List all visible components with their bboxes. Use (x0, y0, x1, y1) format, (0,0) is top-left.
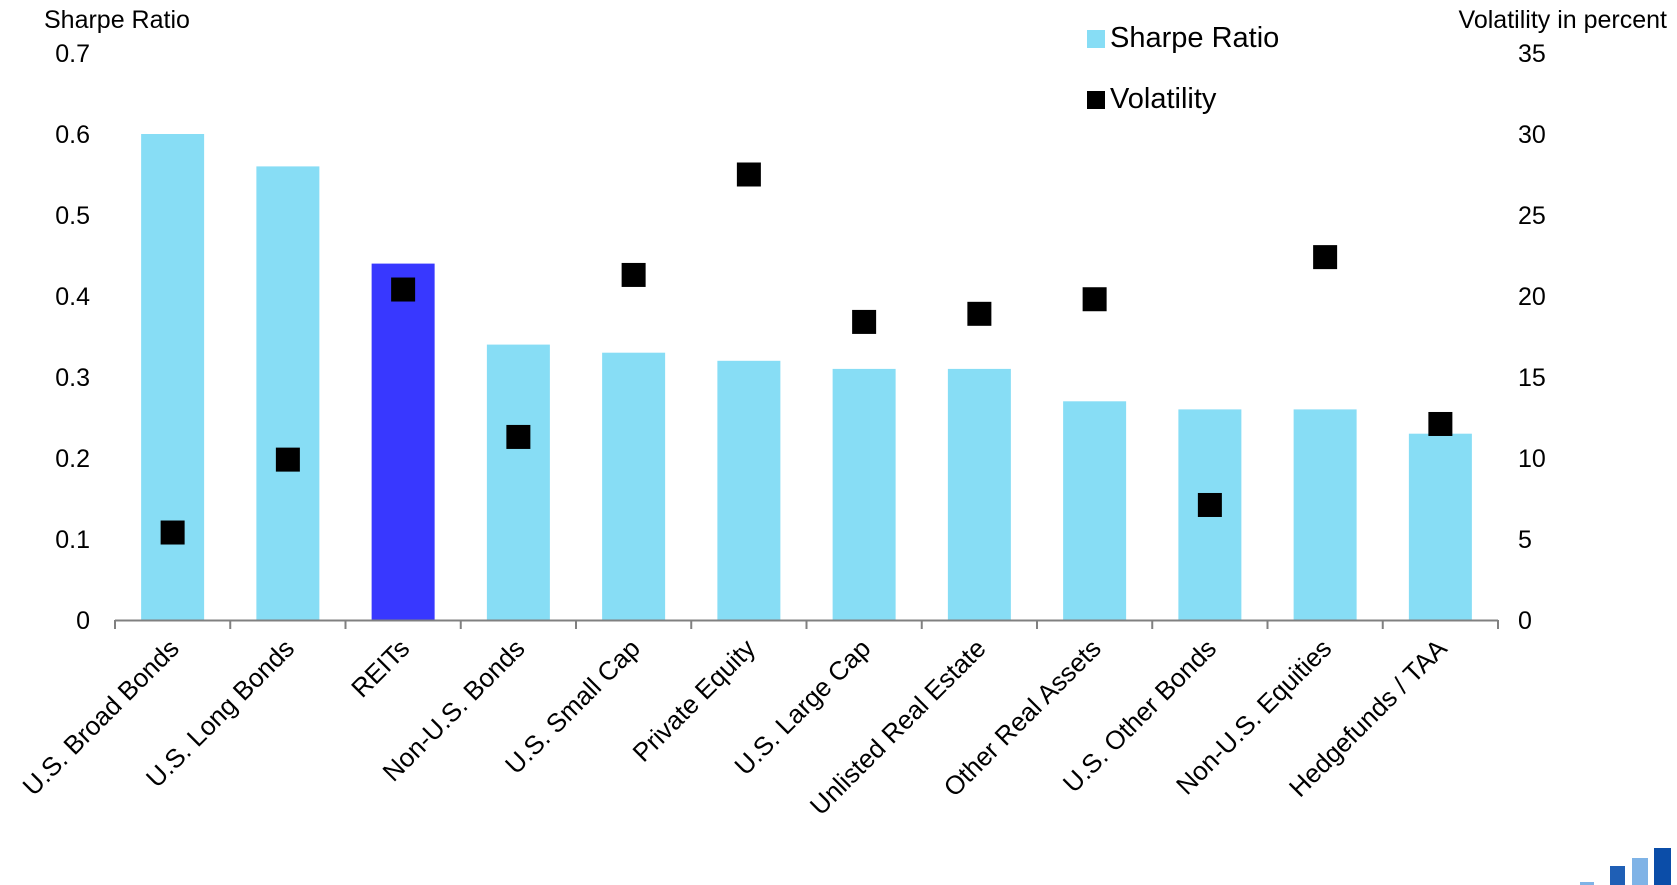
left-tick-label: 0.4 (55, 283, 90, 311)
bar-unlisted-real-estate (947, 368, 1011, 620)
legend-swatch-sharpe-ratio (1087, 29, 1105, 48)
left-tick-label: 0 (76, 607, 90, 635)
marker-unlisted-real-estate (967, 301, 992, 326)
legend-swatch-volatility (1087, 90, 1105, 109)
left-axis-title: Sharpe Ratio (44, 6, 190, 34)
left-tick-label: 0.6 (55, 121, 90, 149)
bar-other-real-assets (1063, 401, 1127, 620)
marker-u-s-broad-bonds (160, 520, 185, 545)
marker-private-equity (736, 162, 761, 187)
right-axis-title: Volatility in percent (1458, 6, 1667, 34)
marker-non-u-s-equities (1313, 245, 1338, 270)
axes-group (114, 619, 1499, 629)
logo-bar-3 (1632, 858, 1648, 885)
left-tick-label: 0.1 (55, 526, 90, 554)
legend-item-volatility: Volatility (1087, 83, 1216, 116)
logo-bar-1 (1580, 882, 1594, 885)
logo-bar-4 (1654, 848, 1671, 885)
right-tick-label: 15 (1518, 364, 1546, 392)
left-tick-label: 0.5 (55, 202, 90, 230)
bars-group (141, 134, 1472, 620)
right-tick-label: 10 (1518, 445, 1546, 473)
left-tick-label: 0.7 (55, 40, 90, 68)
marker-other-real-assets (1082, 287, 1107, 312)
legend-label-sharpe-ratio: Sharpe Ratio (1110, 22, 1280, 54)
bar-non-u-s-equities (1293, 409, 1357, 620)
marker-u-s-long-bonds (275, 447, 300, 472)
bar-hedgefunds-taa (1408, 433, 1472, 620)
bar-u-s-large-cap (832, 368, 896, 620)
bar-u-s-long-bonds (256, 166, 320, 620)
brand-logo (1580, 848, 1671, 885)
left-tick-label: 0.2 (55, 445, 90, 473)
right-tick-labels: 0 5 10 15 20 25 30 35 (1518, 40, 1546, 635)
x-tick-label-reits: REITs (345, 633, 415, 703)
right-tick-label: 25 (1518, 202, 1546, 230)
bar-u-s-broad-bonds (141, 134, 205, 620)
marker-hedgefunds-taa (1428, 411, 1453, 436)
right-tick-label: 35 (1518, 40, 1546, 68)
right-tick-label: 20 (1518, 283, 1546, 311)
right-tick-label: 5 (1518, 526, 1532, 554)
right-tick-label: 0 (1518, 607, 1532, 635)
markers-group (160, 162, 1453, 545)
left-tick-labels: 0 0.1 0.2 0.3 0.4 0.5 0.6 0.7 (55, 40, 90, 635)
left-tick-label: 0.3 (55, 364, 90, 392)
logo-bar-2 (1610, 866, 1625, 885)
bar-non-u-s-bonds (486, 344, 550, 620)
legend-label-volatility: Volatility (1110, 83, 1217, 115)
marker-u-s-large-cap (852, 309, 877, 334)
bar-reits (371, 263, 435, 620)
legend-item-sharpe-ratio: Sharpe Ratio (1087, 22, 1279, 55)
marker-reits (391, 277, 416, 302)
bar-private-equity (717, 360, 781, 620)
right-tick-label: 30 (1518, 121, 1546, 149)
marker-u-s-small-cap (621, 262, 646, 287)
marker-non-u-s-bonds (506, 424, 531, 449)
marker-u-s-other-bonds (1197, 492, 1222, 517)
bar-u-s-small-cap (602, 352, 666, 620)
